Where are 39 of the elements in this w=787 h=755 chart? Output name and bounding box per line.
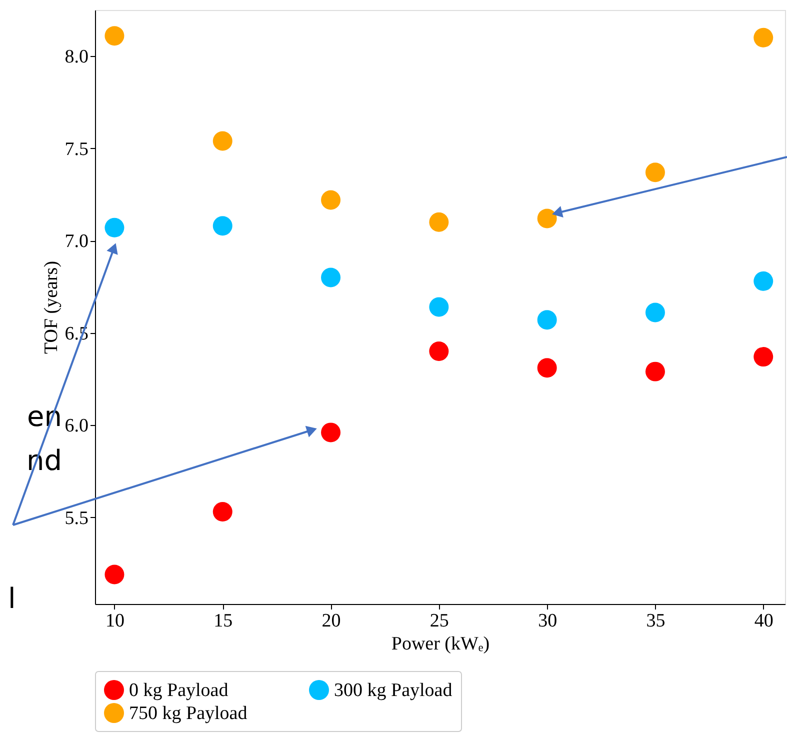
- legend-label: 300 kg Payload: [334, 680, 453, 701]
- point: [754, 28, 774, 48]
- legend-label: 750 kg Payload: [129, 703, 248, 724]
- legend-label: 0 kg Payload: [129, 680, 229, 701]
- point: [754, 271, 774, 291]
- point: [537, 358, 557, 378]
- point: [429, 342, 449, 361]
- point: [645, 162, 665, 182]
- point: [537, 208, 557, 228]
- x-tick-label: 10: [105, 610, 124, 632]
- x-tick-label: 25: [430, 610, 449, 632]
- text: l: [8, 582, 16, 615]
- point: [429, 297, 449, 317]
- point: [537, 310, 557, 330]
- point: [212, 131, 232, 151]
- x-tick-label: 30: [538, 610, 558, 632]
- point: [429, 212, 449, 232]
- point: [104, 564, 124, 584]
- x-axis-title: Power (kWₑ): [391, 634, 490, 654]
- y-tick-label: 5.5: [64, 508, 88, 529]
- x-tick-label: 40: [754, 610, 774, 632]
- point: [104, 26, 124, 46]
- point: [212, 502, 232, 522]
- point: [104, 218, 124, 238]
- point: [321, 422, 341, 442]
- x-tick-label: 20: [322, 610, 341, 632]
- y-tick-label: 6.0: [64, 416, 88, 437]
- x-tick-label: 35: [646, 610, 666, 632]
- y-tick-label: 7.5: [64, 138, 88, 160]
- point: [754, 347, 774, 367]
- point: [645, 302, 665, 322]
- point: [645, 362, 665, 382]
- point: [321, 190, 341, 210]
- y-tick-label: 7.0: [64, 231, 88, 252]
- point: [212, 216, 232, 236]
- y-tick-label: 8.0: [64, 46, 88, 68]
- point: [321, 268, 341, 288]
- y-axis-title: TOF (years): [40, 260, 62, 354]
- x-tick-label: 15: [214, 610, 233, 632]
